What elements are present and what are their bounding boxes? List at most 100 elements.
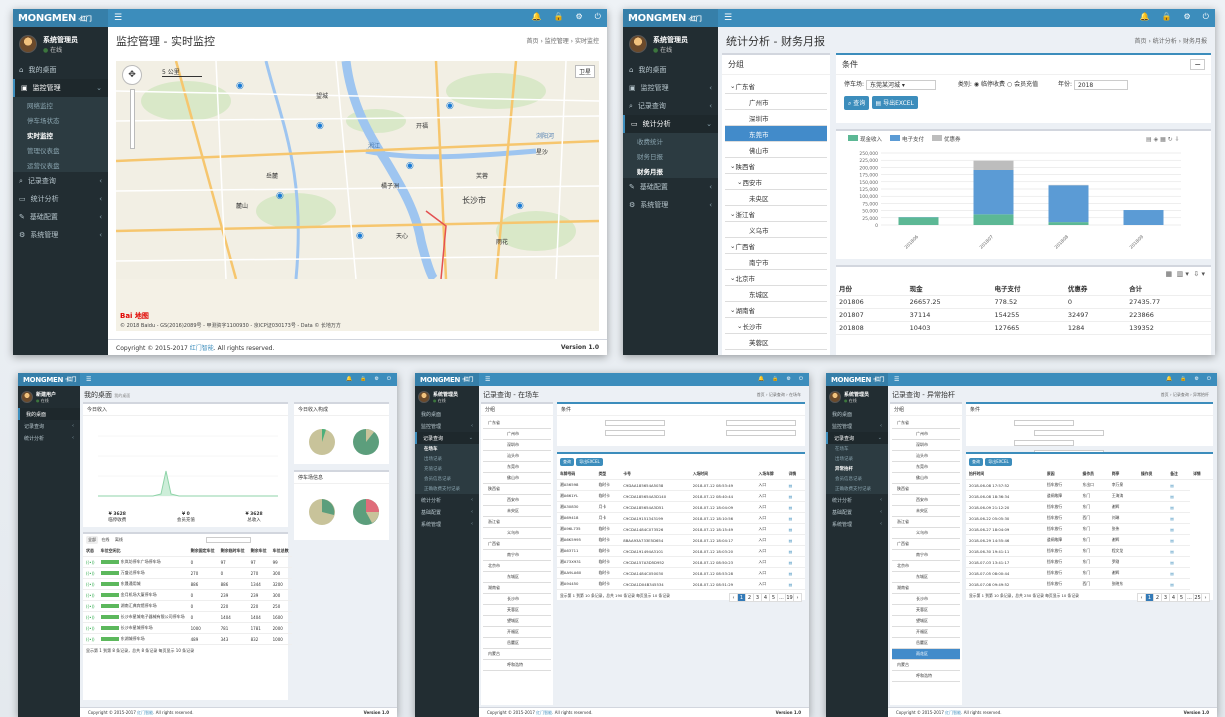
sidebar-subitem-member[interactable]: 会员信息记录 [424,477,451,482]
gear-icon[interactable]: ⚙ [374,376,380,382]
tree-node[interactable]: ⌄ 长沙市 [725,318,827,334]
bell-icon[interactable]: 🔔 [1166,376,1173,382]
tree-node[interactable]: 南宁市 [892,550,960,561]
tree-node[interactable]: 未央区 [483,506,551,517]
tree-node[interactable]: 开福区 [892,627,960,638]
power-icon[interactable]: ⏻ [1207,376,1211,382]
sidebar-item-monitor[interactable]: 监控管理 ‹ [832,423,882,430]
region-tree[interactable]: 广东省 广州市 深圳市 汕头市 东莞市 佛山市 陕西省 西安市 未央区 浙江省 义乌市 广西省 南宁市北… [481,416,553,673]
tree-node[interactable]: ⌄ 浙江省 [725,206,827,222]
detail-icon[interactable]: ▤ [785,512,805,524]
tree-node[interactable]: 浙江省 [483,517,551,528]
tree-node[interactable]: 西安市 [892,495,960,506]
query-button[interactable]: 查询 [969,458,983,466]
tree-node[interactable]: ⌄ 广东省 [725,78,827,94]
tree-node[interactable]: 内蒙古 [892,660,960,671]
bell-icon[interactable]: 🔔 [758,376,765,382]
map-view[interactable]: ✥ 5 公里 卫星 © 2018 Baidu - GS(2016)2089号 -… [116,61,599,331]
sidebar-item-monitor[interactable]: 监控管理 ‹ [421,423,473,430]
company-link[interactable]: 红门智能 [189,345,214,352]
lock-icon[interactable]: 🔒 [553,12,564,21]
export-icon[interactable]: ⇩ ▾ [1193,270,1205,278]
detail-icon[interactable]: ▤ [785,578,805,590]
tree-node[interactable]: 义乌市 [483,528,551,539]
map-satellite-button[interactable]: 卫星 [574,65,595,78]
tree-node[interactable]: 佛山市 [725,142,827,158]
lock-icon[interactable]: 🔒 [1180,376,1187,382]
brand-logo[interactable]: MONGMEN ·红门 [826,373,888,386]
tab-offline[interactable]: 离线 [112,536,125,544]
detail-icon[interactable]: ▤ [785,501,805,513]
sidebar-subitem-exit[interactable]: 出场记录 [835,457,853,462]
sidebar-item-stats[interactable]: 统计分析 ‹ [24,435,74,442]
tree-node[interactable]: 未央区 [725,190,827,206]
sidebar-item-config[interactable]: ✎ 基础配置 ‹ [19,213,102,221]
power-icon[interactable]: ⏻ [594,12,601,21]
sidebar-subitem-present[interactable]: 在场车 [835,447,849,452]
region-tree[interactable]: 广东省 广州市 深圳市 汕头市 东莞市 佛山市 陕西省 西安市 未央区 浙江省 义乌市 广西省 南宁市北… [890,416,962,684]
detail-icon[interactable]: ▤ [1167,567,1191,579]
tree-node[interactable]: 北京市 [483,561,551,572]
tree-node[interactable]: 长沙市 [483,594,551,605]
tree-node[interactable]: 佛山市 [892,473,960,484]
pager-next[interactable]: › [1201,593,1210,602]
tree-node[interactable]: 义乌市 [892,528,960,539]
tree-node[interactable]: ⌄ 广西省 [725,238,827,254]
sidebar-subitem-member[interactable]: 会员信息记录 [835,477,862,482]
sidebar-subitem-exit[interactable]: 出场记录 [424,457,442,462]
region-tree[interactable]: ⌄ 广东省 广州市 深圳市 东莞市 佛山市 ⌄ 陕西省 ⌄ 西安市 未央区 ⌄ … [722,75,830,353]
sidebar-subitem-payment[interactable]: 正确收费支付记录 [835,487,871,492]
detail-icon[interactable]: ▤ [785,534,805,546]
sidebar-subitem-realtime[interactable]: 实时监控 [27,131,53,140]
sidebar-subitem-abnormal[interactable]: 异常抬杆 [835,467,853,472]
sidebar-item-system[interactable]: 系统管理 ‹ [832,521,882,528]
detail-icon[interactable]: ▤ [785,545,805,557]
tree-node[interactable]: 湖南省 [483,583,551,594]
tree-node[interactable]: 广州市 [483,429,551,440]
sidebar-item-desktop[interactable]: 我的桌面 [18,408,80,420]
tree-node[interactable]: 广州市 [892,429,960,440]
columns-icon[interactable]: ▥ ▾ [1176,270,1189,278]
detail-icon[interactable]: ▤ [1167,534,1191,546]
tree-node[interactable]: 广西省 [892,539,960,550]
tree-node[interactable]: 东莞市 [892,462,960,473]
menu-toggle-icon[interactable]: ☰ [894,376,900,383]
sidebar-item-records[interactable]: ⌕ 记录查询 ‹ [629,101,712,111]
parking-marker-icon[interactable]: ◉ [406,161,414,171]
tree-node[interactable]: 深圳市 [483,440,551,451]
lock-icon[interactable]: 🔒 [360,376,367,382]
export-excel-button[interactable]: 导出EXCEL [985,458,1012,466]
power-icon[interactable]: ⏻ [387,376,391,382]
tree-node[interactable]: 义乌市 [725,222,827,238]
sidebar-item-config[interactable]: ✎ 基础配置 ‹ [629,183,712,191]
sidebar-item-desktop[interactable]: ⌂ 我的桌面 [629,66,667,74]
detail-icon[interactable]: ▤ [1167,545,1191,557]
parking-marker-icon[interactable]: ◉ [236,81,244,91]
map-zoom-control[interactable]: ✥ [122,65,142,85]
tree-node[interactable]: 南宁市 [483,550,551,561]
parking-marker-icon[interactable]: ◉ [356,231,364,241]
menu-toggle-icon[interactable]: ☰ [724,13,733,23]
sidebar-item-records[interactable]: 记录查询 ⌄ [415,432,479,444]
park-select[interactable]: 东莞某河城 ▾ [865,79,936,90]
tree-node[interactable]: 南宁市 [725,254,827,270]
tree-node[interactable]: 东莞市 [483,462,551,473]
parking-marker-icon[interactable]: ◉ [276,191,284,201]
detail-icon[interactable]: ▤ [785,556,805,568]
tree-node[interactable]: ⌄ 陕西省 [725,158,827,174]
tab-online[interactable]: 在线 [99,536,112,544]
tree-node[interactable]: 东城区 [483,572,551,583]
detail-icon[interactable]: ▤ [785,567,805,579]
search-input[interactable] [206,536,252,543]
brand-logo[interactable]: MONGMEN ·红门 [415,373,479,386]
tree-node[interactable]: 东城区 [892,572,960,583]
sidebar-item-config[interactable]: 基础配置 ‹ [832,509,882,516]
bell-icon[interactable]: 🔔 [346,376,353,382]
sidebar-item-monitor[interactable]: ▣ 监控管理 ‹ [629,84,712,92]
tab-all[interactable]: 全部 [86,536,98,544]
tree-node[interactable]: 西安市 [483,495,551,506]
tree-node[interactable]: 陕西省 [892,484,960,495]
detail-icon[interactable]: ▤ [1167,578,1191,590]
power-icon[interactable]: ⏻ [1202,12,1209,21]
tree-node[interactable]: 陕西省 [483,484,551,495]
